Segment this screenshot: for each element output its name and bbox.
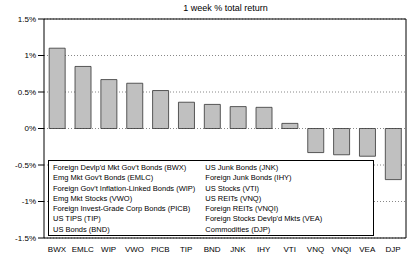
svg-text:TIP: TIP <box>180 245 192 254</box>
html-text:Foreign Devlp'd Mkt Gov't Bond: Foreign Devlp'd Mkt Gov't Bonds (BWX) <box>53 163 187 172</box>
html-text:US Bonds (BND): US Bonds (BND) <box>53 224 110 234</box>
html-text:Emg Mkt Gov't Bonds (EMLC): Emg Mkt Gov't Bonds (EMLC) <box>53 173 154 183</box>
html-text:Foreign Gov't Inflation-Linked: Foreign Gov't Inflation-Linked Bonds (WI… <box>53 183 196 193</box>
svg-text:VTI: VTI <box>283 245 295 254</box>
html-text:US Stocks (VTI): US Stocks (VTI) <box>205 183 260 193</box>
svg-text:EMLC: EMLC <box>72 245 94 254</box>
svg-text:PICB: PICB <box>151 245 170 254</box>
html-text:Foreign Junk Bonds (IHY): Foreign Junk Bonds (IHY) <box>205 173 292 183</box>
svg-text:VEA: VEA <box>359 245 376 254</box>
svg-text:1%: 1% <box>24 51 36 60</box>
svg-text:1.5%: 1.5% <box>18 15 36 24</box>
html-text:Emg Mkt Stocks (VWO): Emg Mkt Stocks (VWO) <box>53 193 133 203</box>
svg-text:VNQ: VNQ <box>307 245 324 254</box>
html-text:Foreign Invest-Grade Corp Bond: Foreign Invest-Grade Corp Bonds (PICB) <box>53 204 191 214</box>
svg-text:JNK: JNK <box>230 245 246 254</box>
svg-text:VWO: VWO <box>125 245 144 254</box>
svg-text:0.5%: 0.5% <box>18 88 36 97</box>
html-text:US REITs (VNQ): US REITs (VNQ) <box>205 193 262 203</box>
html-text:US Junk Bonds (JNK): US Junk Bonds (JNK) <box>205 163 279 172</box>
svg-text:-0.5%: -0.5% <box>15 161 36 170</box>
svg-text:0%: 0% <box>24 124 36 133</box>
svg-text:BND: BND <box>204 245 221 254</box>
svg-text:-1.5%: -1.5% <box>15 234 36 243</box>
svg-text:-1%: -1% <box>22 197 36 206</box>
html-text:US TIPS (TIP): US TIPS (TIP) <box>53 214 101 224</box>
html-text:Foreign REITs (VNQI): Foreign REITs (VNQI) <box>205 204 279 214</box>
svg-text:DJP: DJP <box>386 245 401 254</box>
svg-text:BWX: BWX <box>48 245 67 254</box>
svg-text:VNQI: VNQI <box>332 245 352 254</box>
html-text:Commodities (DJP): Commodities (DJP) <box>205 224 271 234</box>
svg-text:IHY: IHY <box>257 245 271 254</box>
html-text:1 week % total return: 1 week % total return <box>183 3 268 13</box>
html-text:Foreign Stocks Devlp'd Mkts (V: Foreign Stocks Devlp'd Mkts (VEA) <box>205 214 323 224</box>
svg-text:WIP: WIP <box>101 245 116 254</box>
